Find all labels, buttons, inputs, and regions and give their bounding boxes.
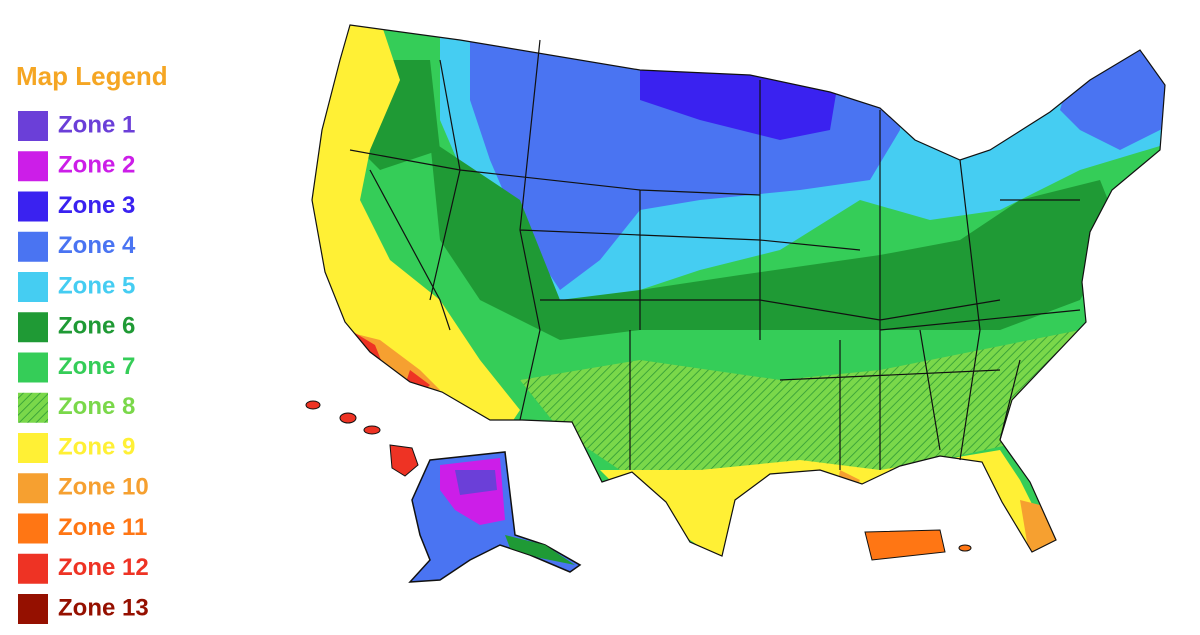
legend-label: Zone 8 [58,393,135,420]
legend-title: Map Legend [16,61,168,91]
legend-swatch [18,594,48,624]
legend-swatch [18,352,48,383]
legend-label: Zone 13 [58,594,149,621]
legend-label: Zone 9 [58,433,135,460]
legend-label: Zone 10 [58,474,149,501]
legend-swatch [18,553,48,584]
legend-swatch [18,312,48,343]
legend-label: Zone 1 [58,111,135,138]
legend: Map Legend Zone 1 Zone 2 Zone 3 Zone 4 Zone … [16,61,168,624]
legend-swatch [18,433,48,463]
legend-label: Zone 5 [58,272,135,299]
legend-swatch [18,513,48,544]
puerto-rico [864,529,972,561]
legend-swatch [18,473,48,504]
hawaii [305,400,419,477]
legend-swatch [18,111,48,141]
legend-swatch [18,392,48,423]
legend-swatch [18,231,48,262]
state-lines [349,39,1081,470]
legend-label: Zone 3 [58,192,135,219]
legend-label: Zone 7 [58,353,135,380]
legend-label: Zone 11 [58,514,147,541]
legend-label: Zone 6 [58,313,135,340]
legend-swatch [18,191,48,222]
legend-swatch [18,151,48,182]
alaska [408,451,582,583]
legend-label: Zone 2 [58,152,135,179]
legend-label: Zone 4 [58,232,136,259]
legend-swatch [18,272,48,302]
legend-label: Zone 12 [58,554,149,581]
